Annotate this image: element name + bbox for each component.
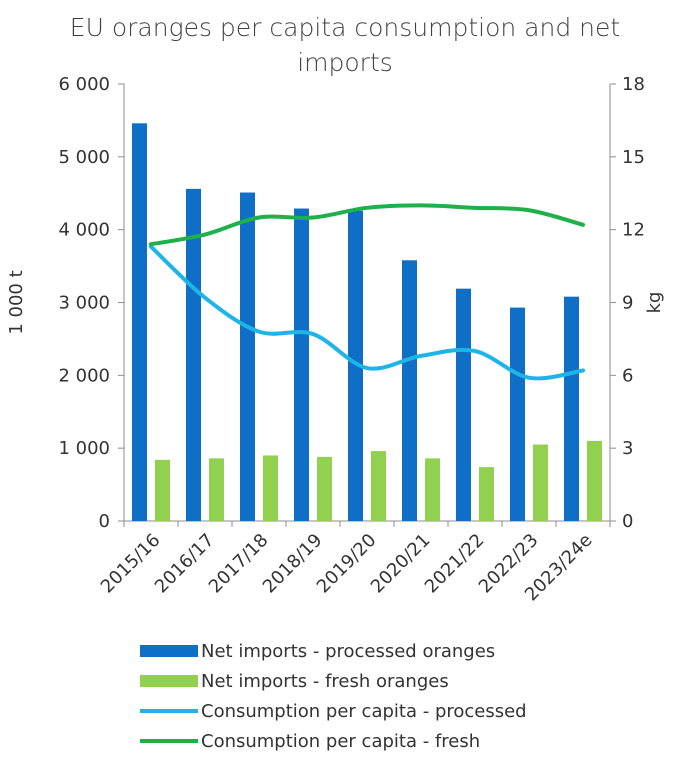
bar-processed xyxy=(348,210,363,522)
bar-processed xyxy=(132,123,147,521)
legend-bar-swatch xyxy=(140,675,198,687)
y-tick-label-left: 3 000 xyxy=(58,293,110,314)
bar-fresh xyxy=(263,455,278,521)
legend-item: Net imports - fresh oranges xyxy=(140,666,527,696)
legend-label: Net imports - processed oranges xyxy=(201,640,496,662)
bar-fresh xyxy=(155,459,170,521)
legend-item: Consumption per capita - processed xyxy=(140,696,527,726)
bar-processed xyxy=(240,192,255,521)
bar-processed xyxy=(456,288,471,521)
y-tick-label-right: 0 xyxy=(622,511,633,532)
y-tick-label-right: 12 xyxy=(622,220,645,241)
legend-line-swatch xyxy=(140,709,198,713)
y-axis-title-left: 1 000 t xyxy=(6,270,27,334)
y-tick-label-left: 4 000 xyxy=(58,220,110,241)
legend: Net imports - processed oranges Net impor… xyxy=(140,636,527,756)
line-consumption-processed xyxy=(149,244,585,381)
y-tick-label-left: 6 000 xyxy=(58,74,110,95)
line-consumption-fresh xyxy=(149,203,585,247)
bar-fresh xyxy=(479,467,494,521)
bar-fresh xyxy=(533,444,548,521)
y-tick-label-right: 18 xyxy=(622,74,645,95)
y-axis-title-right: kg xyxy=(644,292,665,314)
bar-processed xyxy=(294,208,309,522)
y-tick-label-right: 15 xyxy=(622,147,645,168)
legend-label: Net imports - fresh oranges xyxy=(201,670,449,692)
y-tick-label-right: 6 xyxy=(622,365,633,386)
legend-label: Consumption per capita - fresh xyxy=(201,730,481,752)
legend-line-swatch xyxy=(140,739,198,743)
y-tick-label-right: 9 xyxy=(622,293,633,314)
y-tick-label-left: 2 000 xyxy=(58,365,110,386)
bar-processed xyxy=(510,307,525,521)
bar-fresh xyxy=(371,451,386,521)
bar-fresh xyxy=(587,440,602,521)
bar-processed xyxy=(402,260,417,521)
y-tick-label-left: 1 000 xyxy=(58,438,110,459)
bar-processed xyxy=(186,188,201,521)
legend-item: Net imports - processed oranges xyxy=(140,636,527,666)
y-tick-label-left: 5 000 xyxy=(58,147,110,168)
chart-title: EU oranges per capita consumption and ne… xyxy=(69,13,621,77)
y-tick-label-right: 3 xyxy=(622,438,633,459)
bar-processed xyxy=(564,296,579,521)
bar-fresh xyxy=(209,458,224,521)
bar-fresh xyxy=(425,458,440,521)
legend-item: Consumption per capita - fresh xyxy=(140,726,527,756)
legend-label: Consumption per capita - processed xyxy=(201,700,527,722)
y-tick-label-left: 0 xyxy=(99,511,110,532)
plot-area: 0 1 000 2 000 3 000 4 000 5 000 6 000 0 3 6 9 12 15 1… xyxy=(6,74,665,605)
legend-bar-swatch xyxy=(140,645,198,657)
bar-fresh xyxy=(317,456,332,521)
